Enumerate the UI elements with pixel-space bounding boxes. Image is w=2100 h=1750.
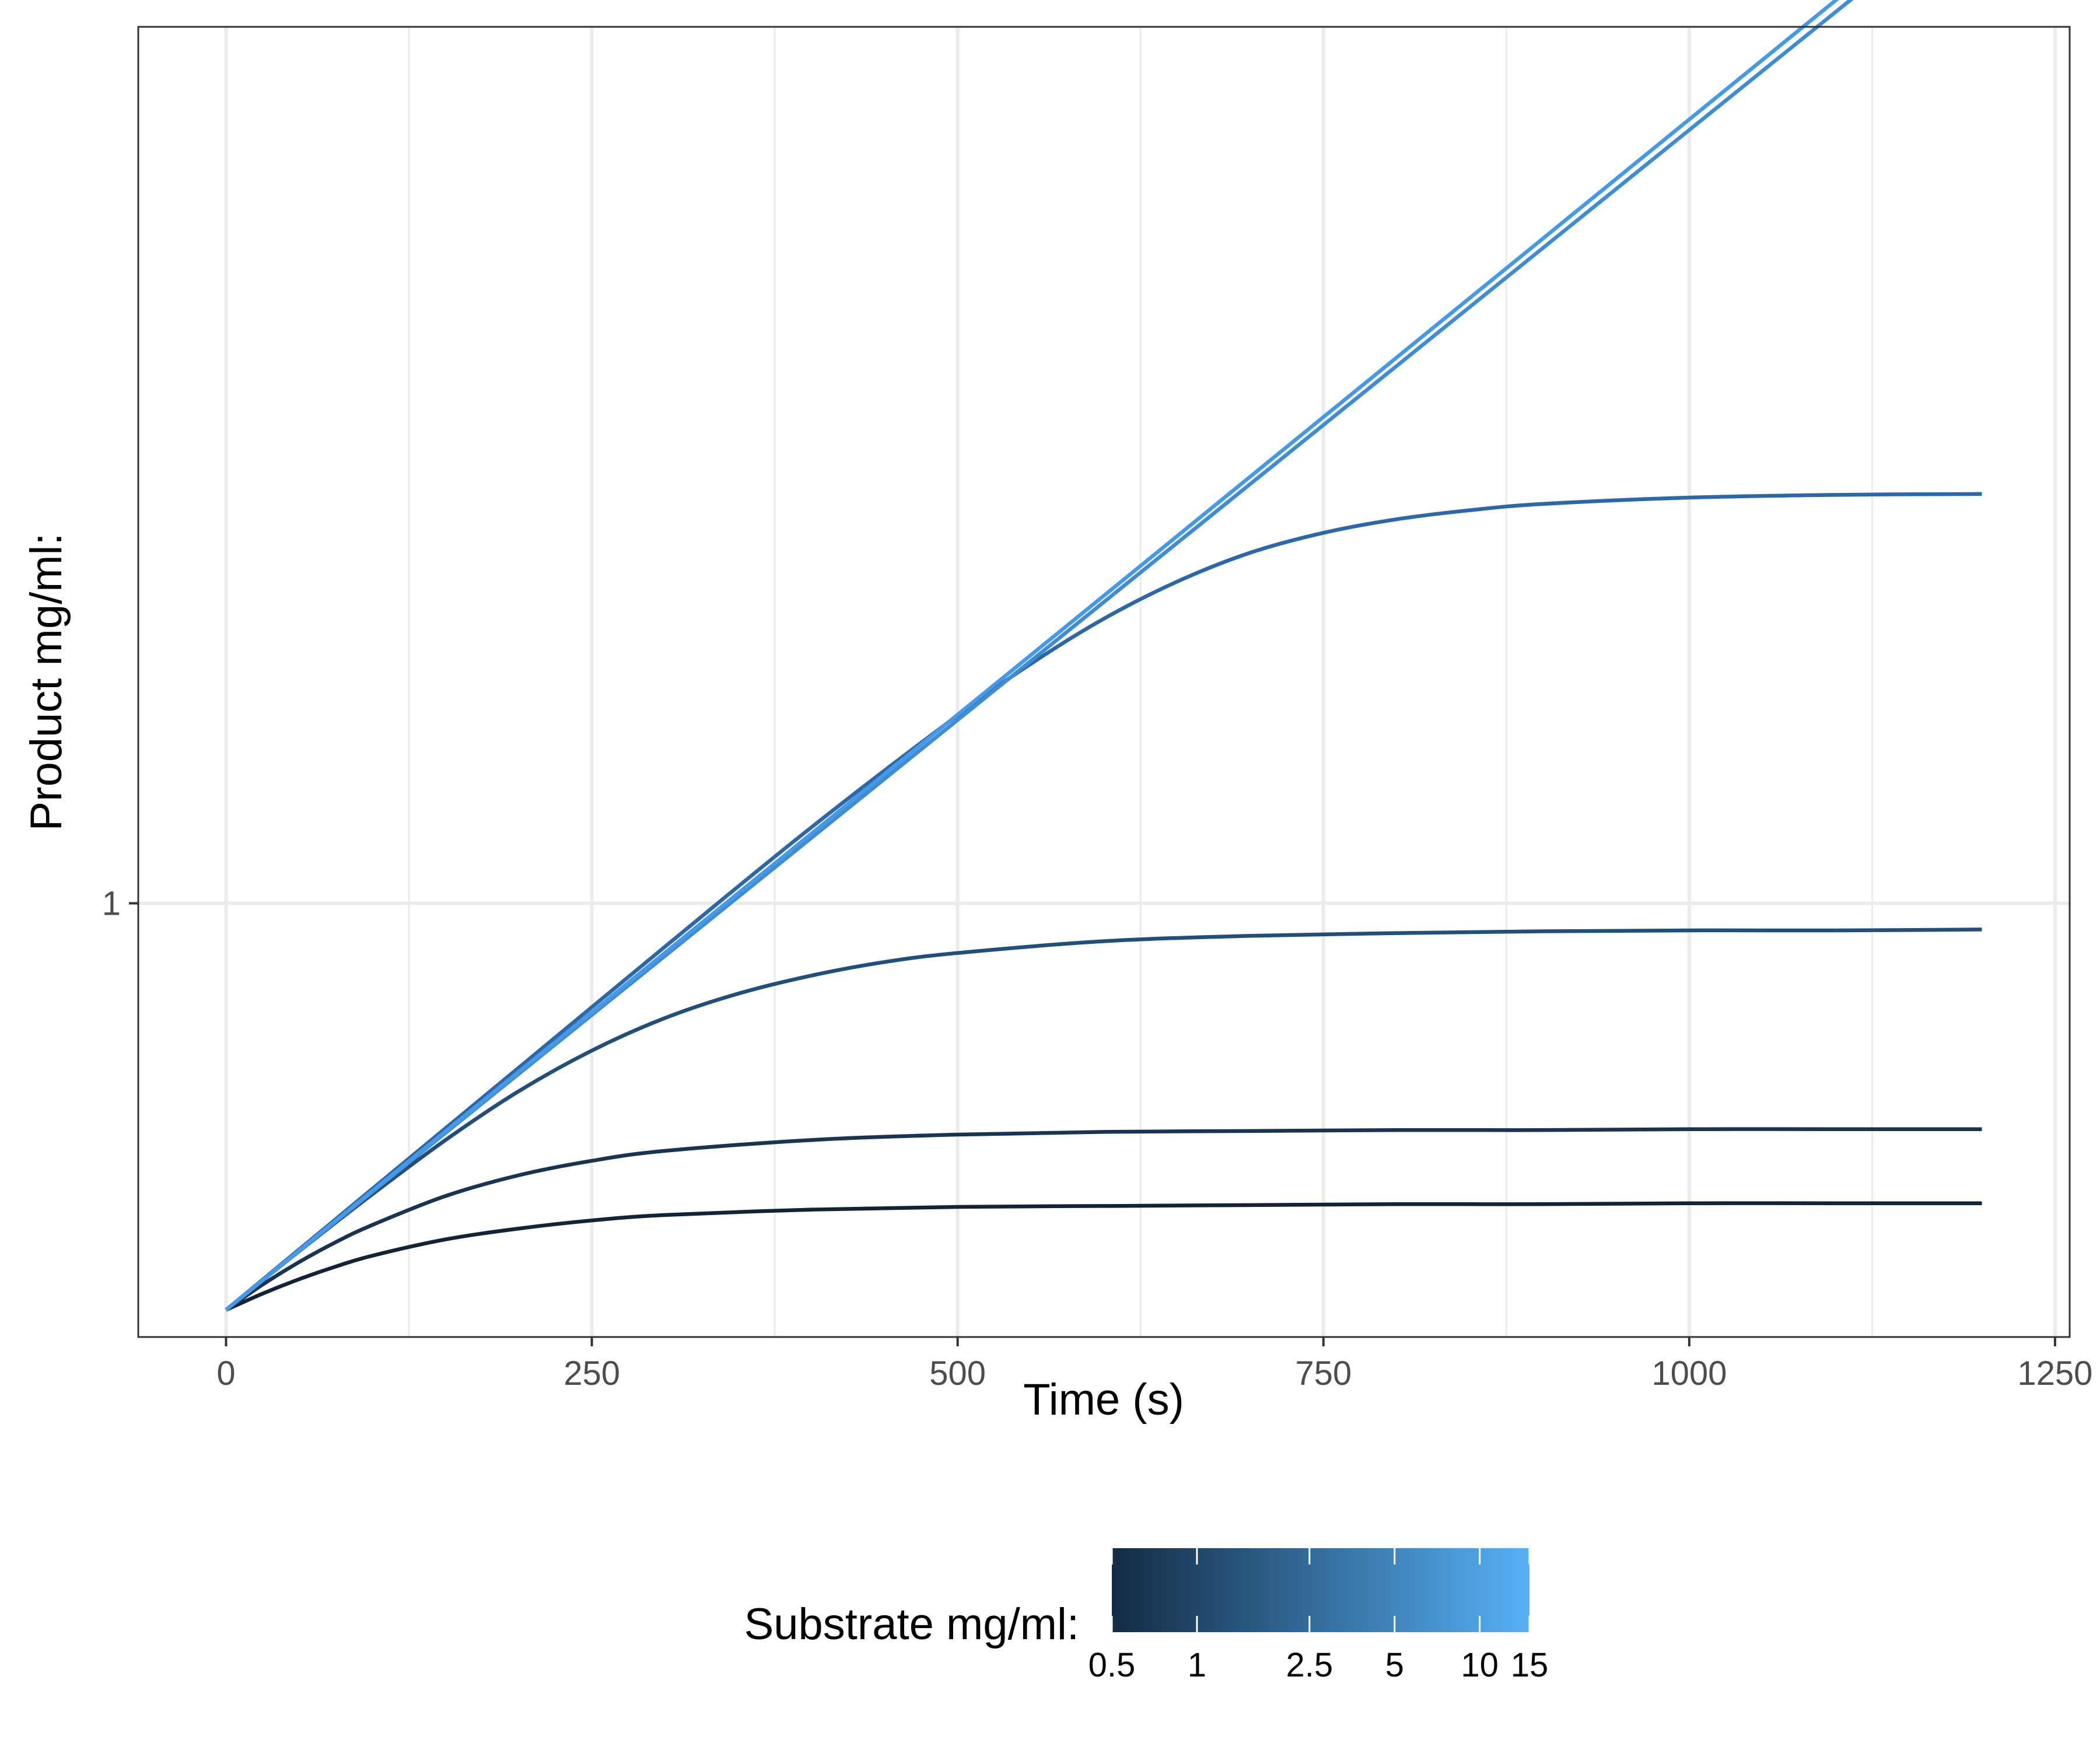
series-line-substrate-15 xyxy=(225,0,1839,1312)
legend-title: Substrate mg/ml: xyxy=(744,1600,1079,1649)
x-tick-label: 750 xyxy=(1295,1354,1352,1392)
x-tick-label: 250 xyxy=(564,1354,620,1392)
panel-border xyxy=(137,26,2071,1338)
colorbar-tick-label: 2.5 xyxy=(1286,1646,1333,1684)
series-line-substrate-5 xyxy=(225,492,1982,1312)
x-tick-label: 0 xyxy=(216,1354,235,1392)
colorbar-tick-label: 10 xyxy=(1461,1646,1499,1684)
colorbar-legend: Substrate mg/ml: 0.5 1 2.5 5 10 15 xyxy=(744,1548,1549,1684)
series-line-substrate-1 xyxy=(225,1127,1982,1312)
series-line-substrate-0-5 xyxy=(225,1201,1982,1312)
y-tick-label: 1 xyxy=(102,884,121,922)
y-axis-ticks: 1 xyxy=(102,884,138,922)
x-tick-label: 1250 xyxy=(2017,1354,2092,1392)
colorbar-gradient xyxy=(1112,1548,1530,1632)
colorbar-tick-label: 5 xyxy=(1385,1646,1404,1684)
x-tick-label: 1000 xyxy=(1651,1354,1727,1392)
colorbar-ticks: 0.5 1 2.5 5 10 15 xyxy=(1088,1548,1549,1684)
x-axis-ticks: 0 250 500 750 1000 1250 xyxy=(216,1337,2092,1392)
x-tick-label: 500 xyxy=(929,1354,986,1392)
colorbar-tick-label: 15 xyxy=(1511,1646,1549,1684)
y-axis-title: Product mg/ml: xyxy=(22,533,71,831)
colorbar-tick-label: 0.5 xyxy=(1088,1646,1136,1684)
colorbar-tick-label: 1 xyxy=(1188,1646,1206,1684)
series-lines xyxy=(225,0,1982,1312)
minor-gridlines xyxy=(408,27,1873,1337)
major-gridlines xyxy=(138,27,2070,1337)
x-axis-title: Time (s) xyxy=(1023,1375,1184,1424)
series-line-substrate-2-5 xyxy=(225,928,1982,1312)
